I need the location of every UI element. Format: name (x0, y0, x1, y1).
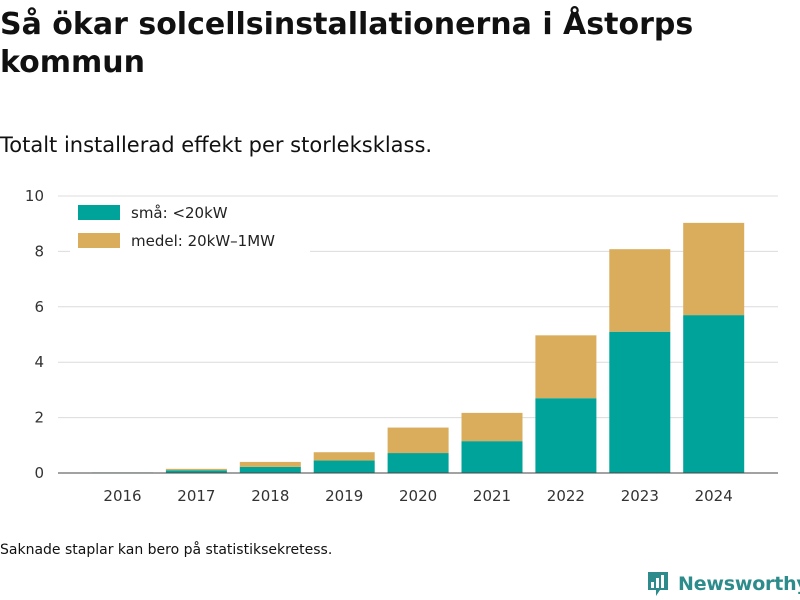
footnote: Saknade staplar kan bero på statistiksek… (0, 542, 333, 558)
bar-chart-speech-bubble-icon (648, 572, 668, 596)
bar-segment-small (535, 398, 597, 473)
x-tick-label: 2022 (547, 487, 585, 505)
y-tick-label: 10 (25, 187, 44, 205)
y-tick-label: 2 (34, 409, 44, 427)
legend-swatch-medium (78, 233, 120, 248)
bar-segment-small (609, 331, 671, 473)
legend-label-small: små: <20kW (131, 204, 228, 222)
x-tick-label: 2019 (325, 487, 363, 505)
legend-label-medium: medel: 20kW–1MW (131, 232, 275, 250)
legend-swatch-small (78, 205, 120, 220)
bar-segment-medium (313, 452, 375, 461)
x-tick-label: 2021 (473, 487, 511, 505)
x-tick-label: 2017 (177, 487, 215, 505)
bar-segment-small (313, 460, 375, 473)
bar-segment-medium (683, 222, 745, 316)
bar-segment-small (165, 470, 227, 473)
bar-segment-medium (239, 461, 301, 467)
bar-segment-medium (609, 249, 671, 332)
bars (92, 222, 745, 473)
bar-segment-small (239, 466, 301, 473)
bar-segment-medium (165, 468, 227, 471)
legend: små: <20kW medel: 20kW–1MW (70, 200, 310, 258)
x-tick-label: 2024 (695, 487, 733, 505)
brand-logo[interactable]: Newsworthy (646, 570, 800, 598)
y-tick-label: 4 (34, 353, 44, 371)
bar-segment-medium (461, 412, 523, 442)
bar-segment-medium (387, 427, 449, 454)
bar-segment-small (387, 453, 449, 473)
bar-segment-small (461, 441, 523, 473)
chart-title: Så ökar solcellsinstallationerna i Åstor… (0, 7, 694, 80)
x-tick-label: 2020 (399, 487, 437, 505)
x-axis-ticks: 2016 2017 2018 2019 2020 2021 2022 2023 2024 (103, 487, 732, 505)
x-tick-label: 2023 (621, 487, 659, 505)
bar-segment-small (683, 315, 745, 473)
y-tick-label: 0 (34, 464, 44, 482)
x-tick-label: 2018 (251, 487, 289, 505)
x-tick-label: 2016 (103, 487, 141, 505)
y-axis-ticks: 0 2 4 6 8 10 (25, 187, 44, 482)
bar-segment-medium (535, 335, 597, 399)
y-tick-label: 8 (34, 242, 44, 260)
brand-name: Newsworthy (678, 573, 800, 595)
chart-subtitle: Totalt installerad effekt per storlekskl… (0, 133, 433, 157)
y-tick-label: 6 (34, 298, 44, 316)
stacked-bar-chart: 0 2 4 6 8 10 2016 2017 2018 2019 2020 2021 2022 2023… (25, 187, 778, 505)
